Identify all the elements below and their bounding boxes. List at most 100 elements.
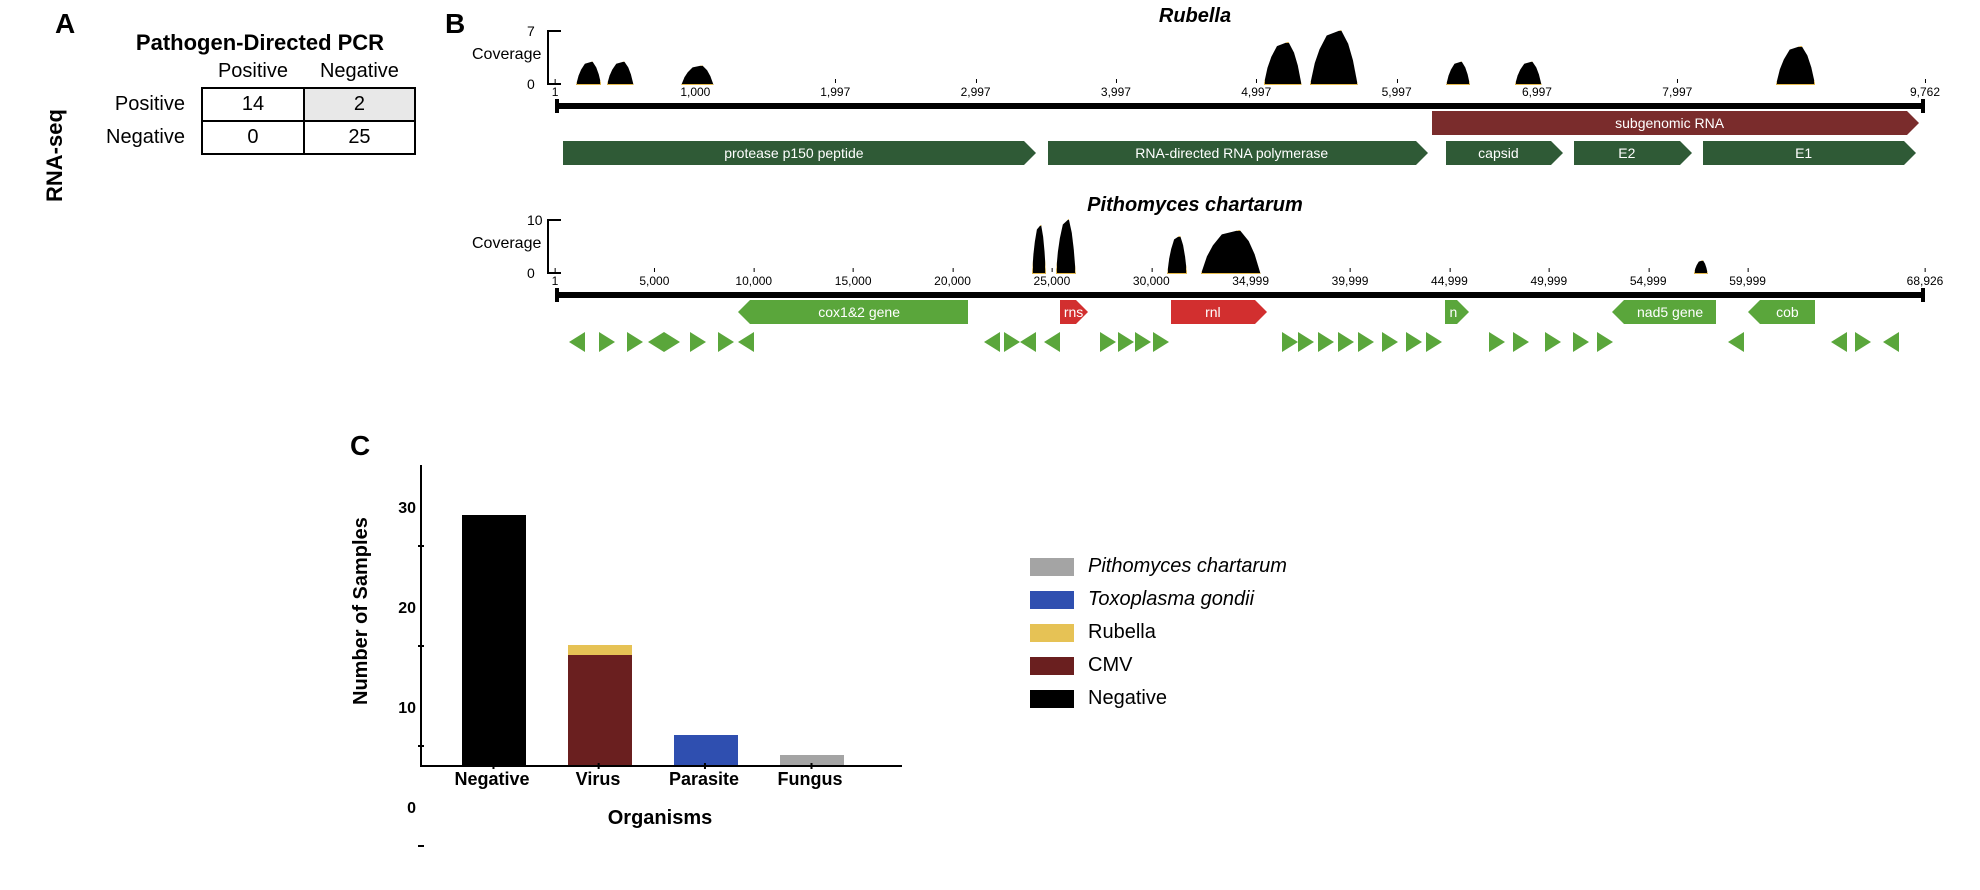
legend-swatch (1030, 690, 1074, 708)
genome-tick: 10,000 (735, 274, 772, 288)
coverage-peak (1310, 30, 1358, 85)
mini-gene (1044, 332, 1060, 352)
gene-label: capsid (1474, 145, 1522, 161)
gene-annotation: RNA-directed RNA polymerase (1048, 141, 1416, 165)
gene-annotation: nad5 gene (1624, 300, 1715, 324)
coverage-axis-label: Coverage (472, 46, 541, 64)
track-title: Pithomyces chartarum (445, 194, 1945, 217)
coverage-peak (607, 61, 634, 85)
mini-gene (984, 332, 1000, 352)
coverage-peak (1446, 61, 1470, 85)
mini-gene (1573, 332, 1589, 352)
bar-segment (568, 645, 632, 655)
coverage-axis-label: Coverage (472, 235, 541, 253)
mini-gene (1298, 332, 1314, 352)
genome-tick: 30,000 (1133, 274, 1170, 288)
coverage-peak (1694, 260, 1708, 274)
mini-gene (1358, 332, 1374, 352)
figure-root: A RNA-seq Pathogen-Directed PCR Positive… (0, 0, 1980, 856)
coverage-plot: Coverage07 (555, 30, 1925, 85)
mini-gene (1426, 332, 1442, 352)
gene-label: cox1&2 gene (814, 304, 904, 320)
gene-annotation: cob (1760, 300, 1816, 324)
mini-gene (569, 332, 585, 352)
panel-a-row-axis-label: RNA-seq (42, 109, 68, 202)
genome-tick: 5,000 (639, 274, 669, 288)
col-header: Positive (202, 56, 304, 88)
row-header: Positive (90, 88, 202, 121)
y-tick: 0 (398, 800, 416, 890)
genome-tick: 59,999 (1729, 274, 1766, 288)
gene-annotation: E1 (1703, 141, 1904, 165)
mini-gene (690, 332, 706, 352)
mini-gene (1406, 332, 1422, 352)
genome-tick: 49,999 (1530, 274, 1567, 288)
bar (674, 735, 738, 765)
legend-item: Pithomyces chartarum (1030, 555, 1287, 578)
bar (568, 645, 632, 765)
gene-annotation: E2 (1574, 141, 1680, 165)
mini-gene (1100, 332, 1116, 352)
genome-track: RubellaCoverage0711,0001,9972,9973,9974,… (445, 5, 1945, 169)
genome-tick: 1,997 (820, 85, 850, 99)
y-tick: 10 (398, 700, 416, 790)
mini-gene (1282, 332, 1298, 352)
bar-segment (780, 755, 844, 765)
genome-track: Pithomyces chartarumCoverage0101 5,000 10,… (445, 194, 1945, 354)
genome-tick: 1 (552, 274, 559, 288)
gene-annotation: n (1445, 300, 1457, 324)
x-category-label: Fungus (778, 769, 843, 790)
y-tick: 20 (398, 600, 416, 690)
mini-gene (627, 332, 643, 352)
genome-tick: 9,762 (1910, 85, 1940, 99)
gene-row: protease p150 peptide RNA-directed RNA po… (555, 141, 1925, 169)
coverage-peak (1264, 42, 1302, 85)
mini-gene (1020, 332, 1036, 352)
gene-annotation: protease p150 peptide (563, 141, 1024, 165)
genome-tick: 6,997 (1522, 85, 1552, 99)
bar (462, 515, 526, 765)
panel-c: Number of Samples NegativeVirusParasiteF… (340, 445, 980, 845)
genome-tick: 1 (552, 85, 559, 99)
cell: 25 (304, 121, 415, 154)
track-title: Rubella (445, 5, 1945, 28)
x-category-label: Virus (576, 769, 621, 790)
mini-gene (599, 332, 615, 352)
legend-item: Negative (1030, 687, 1287, 710)
gene-row: cox1&2 genernsrnlnnad5 genecob (555, 300, 1925, 328)
gene-label: RNA-directed RNA polymerase (1131, 145, 1332, 161)
legend-swatch (1030, 624, 1074, 642)
genome-ticks: 11,0001,9972,9973,9974,9975,9976,9977,99… (555, 85, 1925, 101)
genome-tick: 3,997 (1101, 85, 1131, 99)
mini-gene (1318, 332, 1334, 352)
x-category-label: Parasite (669, 769, 739, 790)
mini-gene (648, 332, 664, 352)
col-header: Negative (304, 56, 415, 88)
gene-label: rnl (1201, 304, 1225, 320)
genome-tick: 4,997 (1241, 85, 1271, 99)
legend-label: Negative (1088, 687, 1167, 710)
bar (780, 755, 844, 765)
genome-tick: 7,997 (1662, 85, 1692, 99)
mini-gene (1831, 332, 1847, 352)
genome-tick: 44,999 (1431, 274, 1468, 288)
legend-swatch (1030, 591, 1074, 609)
gene-label: cob (1772, 304, 1803, 320)
gene-annotation: capsid (1446, 141, 1550, 165)
gene-annotation: subgenomic RNA (1432, 111, 1907, 135)
gene-label: nad5 gene (1633, 304, 1707, 320)
genome-ticks: 15,00010,00015,00020,00025,00030,00034,9… (555, 274, 1925, 290)
mini-gene (738, 332, 754, 352)
coverage-peak (681, 65, 713, 85)
legend-swatch (1030, 657, 1074, 675)
mini-gene (1855, 332, 1871, 352)
coverage-peak (1032, 225, 1046, 275)
coverage-plot: Coverage010 (555, 219, 1925, 274)
cell: 2 (304, 88, 415, 121)
genome-tick: 68,926 (1907, 274, 1944, 288)
x-category-label: Negative (454, 769, 529, 790)
coverage-peak (1056, 219, 1076, 274)
chart-xlabel: Organisms (420, 807, 900, 830)
genome-tick: 25,000 (1034, 274, 1071, 288)
mini-gene (1883, 332, 1899, 352)
